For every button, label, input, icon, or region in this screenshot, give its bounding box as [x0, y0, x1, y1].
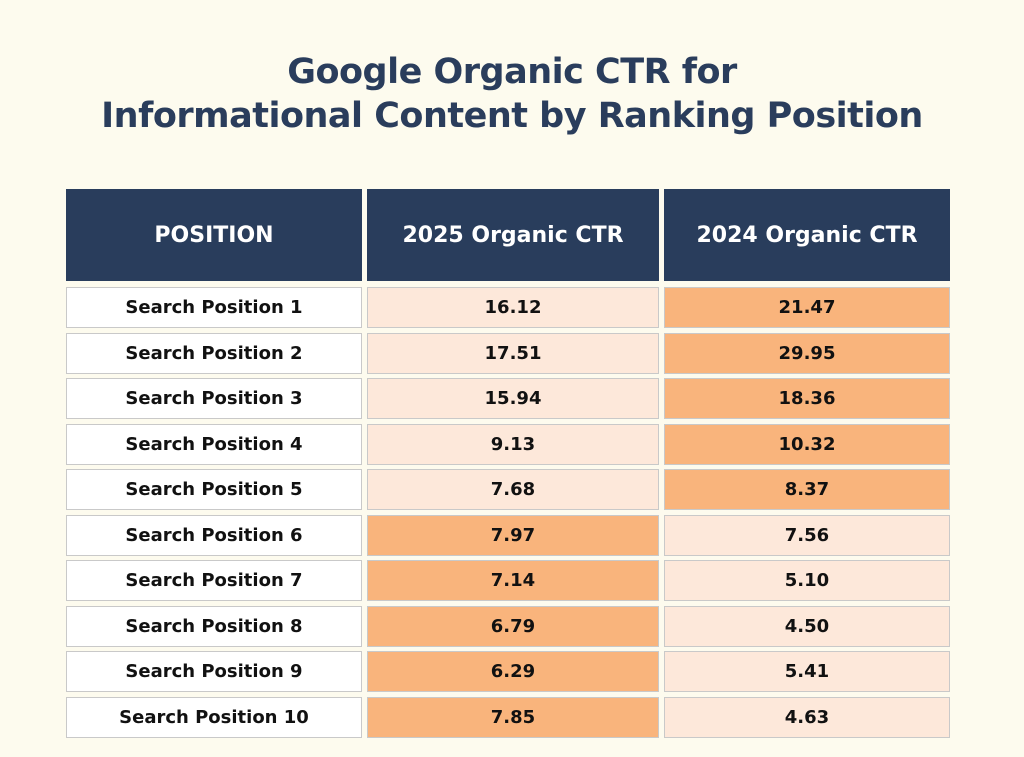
value-cell: 29.95: [664, 332, 950, 374]
title-line: Google Organic CTR for: [287, 52, 737, 92]
row-label: Search Position 7: [66, 560, 362, 601]
value-cell: 9.13: [367, 423, 659, 465]
row-label: Search Position 5: [66, 469, 362, 510]
value-cell: 10.32: [664, 423, 950, 465]
value-cell: 16.12: [367, 287, 659, 328]
value-cell: 6.29: [367, 651, 659, 692]
header-cell: POSITION: [66, 189, 362, 281]
value-cell: 7.68: [367, 469, 659, 510]
value-cell: 7.85: [367, 696, 659, 738]
value-cell: 18.36: [664, 378, 950, 419]
value-cell: 21.47: [664, 287, 950, 328]
value-cell: 7.97: [367, 514, 659, 556]
value-cell: 7.56: [664, 514, 950, 556]
value-cell: 15.94: [367, 378, 659, 419]
row-label: Search Position 2: [66, 332, 362, 374]
value-cell: 5.41: [664, 651, 950, 692]
row-label: Search Position 10: [66, 696, 362, 738]
header-cell: 2025 Organic CTR: [367, 189, 659, 281]
value-cell: 7.14: [367, 560, 659, 601]
value-cell: 4.63: [664, 696, 950, 738]
row-label: Search Position 8: [66, 605, 362, 647]
value-cell: 17.51: [367, 332, 659, 374]
header-cell: 2024 Organic CTR: [664, 189, 950, 281]
value-cell: 4.50: [664, 605, 950, 647]
row-label: Search Position 6: [66, 514, 362, 556]
value-cell: 5.10: [664, 560, 950, 601]
row-label: Search Position 9: [66, 651, 362, 692]
title-line: Informational Content by Ranking Positio…: [101, 96, 923, 136]
value-cell: 6.79: [367, 605, 659, 647]
row-label: Search Position 1: [66, 287, 362, 328]
row-label: Search Position 3: [66, 378, 362, 419]
value-cell: 8.37: [664, 469, 950, 510]
row-label: Search Position 4: [66, 423, 362, 465]
